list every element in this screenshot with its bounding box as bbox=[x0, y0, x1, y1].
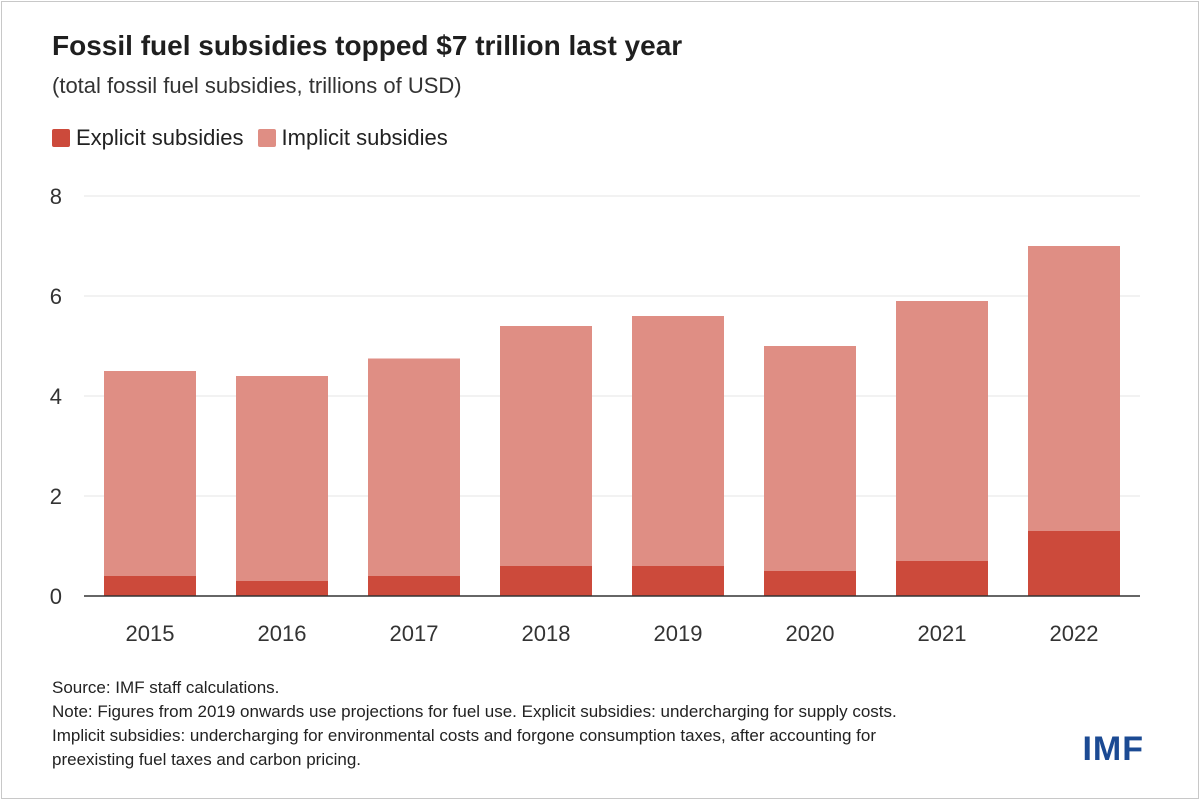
legend-item-explicit: Explicit subsidies bbox=[52, 125, 244, 151]
y-tick-label: 0 bbox=[50, 584, 62, 609]
bar-explicit-2018 bbox=[500, 566, 592, 596]
x-tick-label: 2015 bbox=[126, 621, 175, 646]
legend-swatch-implicit bbox=[257, 129, 276, 147]
x-tick-label: 2021 bbox=[918, 621, 967, 646]
bar-explicit-2015 bbox=[104, 576, 196, 596]
bar-explicit-2021 bbox=[896, 561, 988, 596]
bar-implicit-2017 bbox=[368, 358, 460, 576]
legend-item-implicit: Implicit subsidies bbox=[257, 125, 448, 151]
chart-subtitle: (total fossil fuel subsidies, trillions … bbox=[52, 73, 462, 98]
bar-explicit-2022 bbox=[1028, 531, 1120, 596]
x-tick-label: 2019 bbox=[654, 621, 703, 646]
bar-implicit-2015 bbox=[104, 371, 196, 576]
y-tick-label: 4 bbox=[50, 384, 62, 409]
bar-explicit-2019 bbox=[632, 566, 724, 596]
imf-logo: IMF bbox=[1082, 730, 1144, 768]
chart-footer: Source: IMF staff calculations. Note: Fi… bbox=[52, 676, 1052, 772]
note-line-2: Implicit subsidies: undercharging for en… bbox=[52, 726, 877, 745]
note-line-3: preexisting fuel taxes and carbon pricin… bbox=[52, 750, 362, 769]
x-tick-label: 2017 bbox=[390, 621, 439, 646]
x-tick-label: 2016 bbox=[258, 621, 307, 646]
legend: Explicit subsidies Implicit subsidies bbox=[52, 125, 462, 151]
x-tick-label: 2022 bbox=[1050, 621, 1099, 646]
bar-explicit-2016 bbox=[236, 581, 328, 596]
bar-explicit-2020 bbox=[764, 571, 856, 596]
bar-implicit-2018 bbox=[500, 326, 592, 566]
legend-label-implicit: Implicit subsidies bbox=[281, 125, 448, 150]
bar-implicit-2016 bbox=[236, 376, 328, 581]
x-tick-label: 2018 bbox=[522, 621, 571, 646]
legend-swatch-explicit bbox=[52, 129, 70, 147]
bar-implicit-2021 bbox=[896, 301, 988, 561]
legend-label-explicit: Explicit subsidies bbox=[76, 125, 244, 150]
y-tick-label: 8 bbox=[50, 184, 62, 209]
y-tick-label: 2 bbox=[50, 484, 62, 509]
note-line-1: Note: Figures from 2019 onwards use proj… bbox=[52, 702, 897, 721]
bar-implicit-2020 bbox=[764, 346, 856, 571]
bar-implicit-2019 bbox=[632, 316, 724, 566]
bar-implicit-2022 bbox=[1028, 246, 1120, 531]
source-note: Source: IMF staff calculations. bbox=[52, 678, 280, 697]
y-tick-label: 6 bbox=[50, 284, 62, 309]
x-tick-label: 2020 bbox=[786, 621, 835, 646]
chart-title: Fossil fuel subsidies topped $7 trillion… bbox=[52, 30, 683, 61]
bar-explicit-2017 bbox=[368, 576, 460, 596]
